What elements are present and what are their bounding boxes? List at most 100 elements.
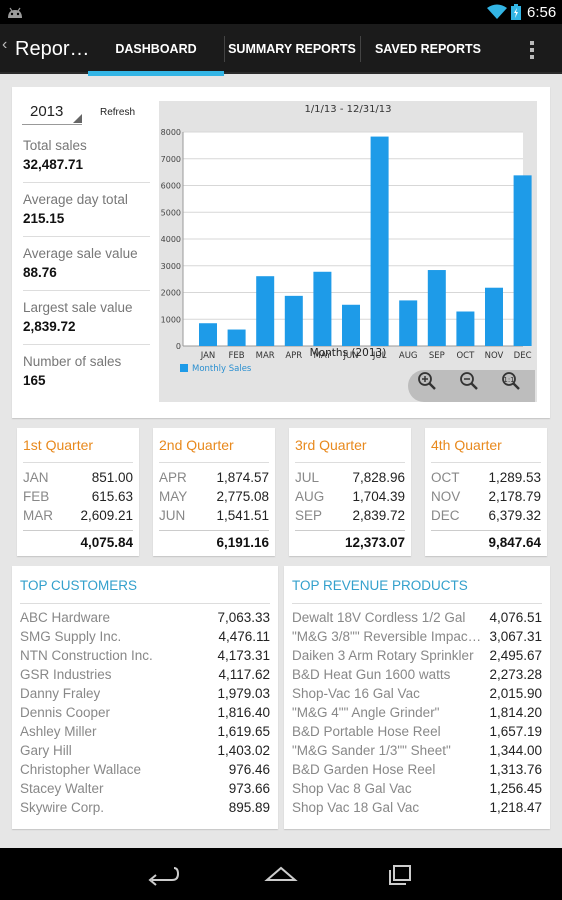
list-item[interactable]: Shop Vac 8 Gal Vac 1,256.45: [292, 781, 542, 800]
list-item[interactable]: B&D Portable Hose Reel 1,657.19: [292, 724, 542, 743]
item-value: 1,979.03: [217, 686, 270, 701]
divider: [159, 530, 269, 531]
item-value: 1,814.20: [489, 705, 542, 720]
divider: [23, 462, 133, 463]
list-item[interactable]: Danny Fraley 1,979.03: [20, 686, 270, 705]
divider: [159, 462, 269, 463]
top-customers-title: TOP CUSTOMERS: [20, 578, 138, 593]
refresh-button[interactable]: Refresh: [100, 107, 136, 118]
overflow-menu-icon[interactable]: [522, 38, 542, 62]
item-name: Gary Hill: [20, 743, 72, 758]
year-dropdown[interactable]: 2013: [22, 101, 82, 125]
stat-average-sale-value: Average sale value 88.76: [23, 237, 150, 291]
stat-value: 88.76: [23, 265, 57, 280]
stat-value: 2,839.72: [23, 319, 76, 334]
quarter-row: JUL 7,828.96: [295, 470, 405, 489]
month-value: 2,775.08: [216, 489, 269, 504]
stat-total-sales: Total sales 32,487.71: [23, 129, 150, 183]
list-item[interactable]: ABC Hardware 7,063.33: [20, 610, 270, 629]
list-item[interactable]: "M&G Sander 1/3"" Sheet" 1,344.00: [292, 743, 542, 762]
zoom-reset-icon[interactable]: 1:1: [500, 370, 522, 392]
item-name: Ashley Miller: [20, 724, 97, 739]
quarter-row: NOV 2,178.79: [431, 489, 541, 508]
quarter-row: JAN 851.00: [23, 470, 133, 489]
quarter-row: SEP 2,839.72: [295, 508, 405, 527]
quarter-row: JUN 1,541.51: [159, 508, 269, 527]
zoom-out-icon[interactable]: [458, 370, 480, 392]
item-value: 1,344.00: [489, 743, 542, 758]
list-item[interactable]: "M&G 3/8"" Reversible Impac… 3,067.31: [292, 629, 542, 648]
divider: [431, 530, 541, 531]
item-name: "M&G 3/8"" Reversible Impac…: [292, 629, 482, 644]
list-item[interactable]: Ashley Miller 1,619.65: [20, 724, 270, 743]
list-item[interactable]: Daiken 3 Arm Rotary Sprinkler 2,495.67: [292, 648, 542, 667]
quarter-total: 6,191.16: [216, 535, 269, 550]
item-value: 1,657.19: [489, 724, 542, 739]
stat-value: 165: [23, 373, 46, 388]
divider: [20, 603, 270, 604]
bar: [427, 270, 446, 346]
item-name: "M&G 4"" Angle Grinder": [292, 705, 440, 720]
tab-divider: [360, 36, 361, 62]
item-name: Danny Fraley: [20, 686, 101, 701]
quarter-total: 12,373.07: [344, 535, 405, 550]
list-item[interactable]: Dewalt 18V Cordless 1/2 Gal 4,076.51: [292, 610, 542, 629]
month-value: 2,839.72: [352, 508, 405, 523]
item-name: B&D Garden Hose Reel: [292, 762, 436, 777]
tab-summary-reports[interactable]: SUMMARY REPORTS: [228, 42, 356, 56]
bar: [199, 323, 217, 346]
y-tick-label: 4000: [161, 235, 181, 244]
item-name: Christopher Wallace: [20, 762, 142, 777]
list-item[interactable]: Shop-Vac 16 Gal Vac 2,015.90: [292, 686, 542, 705]
quarter-row: FEB 615.63: [23, 489, 133, 508]
month-label: JUN: [159, 508, 186, 523]
stat-average-day-total: Average day total 215.15: [23, 183, 150, 237]
quarter-total: 4,075.84: [80, 535, 133, 550]
wifi-icon: [487, 4, 507, 19]
monthly-sales-chart[interactable]: 0 1000 2000 3000 4000 5000 6000 7000 8000 JAN FEB M…: [159, 101, 537, 402]
list-item[interactable]: GSR Industries 4,117.62: [20, 667, 270, 686]
x-tick-label: FEB: [229, 351, 245, 361]
item-value: 7,063.33: [217, 610, 270, 625]
x-tick-label: JAN: [200, 351, 216, 361]
quarter-title: 1st Quarter: [23, 437, 94, 453]
legend-label: Monthly Sales: [192, 364, 252, 374]
quarter-row: DEC 6,379.32: [431, 508, 541, 527]
action-bar: ‹ Repor… DASHBOARD SUMMARY REPORTS SAVED…: [0, 24, 562, 76]
zoom-in-icon[interactable]: [416, 370, 438, 392]
list-item[interactable]: Dennis Cooper 1,816.40: [20, 705, 270, 724]
list-item[interactable]: Christopher Wallace 976.46: [20, 762, 270, 781]
y-tick-label: 0: [176, 342, 181, 351]
item-value: 1,619.65: [217, 724, 270, 739]
recent-apps-icon[interactable]: [382, 862, 418, 886]
list-item[interactable]: Stacey Walter 973.66: [20, 781, 270, 800]
app-title[interactable]: Repor…: [15, 38, 90, 60]
month-label: JAN: [23, 470, 49, 485]
list-item[interactable]: SMG Supply Inc. 4,476.11: [20, 629, 270, 648]
bar: [485, 287, 503, 346]
list-item[interactable]: NTN Construction Inc. 4,173.31: [20, 648, 270, 667]
y-tick-label: 2000: [161, 289, 181, 298]
month-label: JUL: [295, 470, 320, 485]
tab-saved-reports[interactable]: SAVED REPORTS: [374, 42, 482, 56]
quarter-title: 4th Quarter: [431, 437, 502, 453]
x-tick-label: AUG: [399, 351, 418, 361]
x-axis-label: Months (2013): [310, 347, 387, 359]
tab-dashboard[interactable]: DASHBOARD: [88, 24, 224, 76]
back-nav-icon[interactable]: [144, 862, 180, 886]
list-item[interactable]: B&D Garden Hose Reel 1,313.76: [292, 762, 542, 781]
quarter-card: 4th Quarter OCT 1,289.53 NOV 2,178.79 DE…: [425, 428, 547, 556]
item-name: NTN Construction Inc.: [20, 648, 153, 663]
item-value: 4,173.31: [217, 648, 270, 663]
stat-label: Average sale value: [23, 246, 138, 261]
y-tick-label: 8000: [161, 128, 181, 137]
home-nav-icon[interactable]: [263, 862, 299, 886]
list-item[interactable]: Shop Vac 18 Gal Vac 1,218.47: [292, 800, 542, 819]
list-item[interactable]: B&D Heat Gun 1600 watts 2,273.28: [292, 667, 542, 686]
list-item[interactable]: "M&G 4"" Angle Grinder" 1,814.20: [292, 705, 542, 724]
list-item[interactable]: Gary Hill 1,403.02: [20, 743, 270, 762]
back-icon[interactable]: ‹: [2, 36, 8, 53]
list-item[interactable]: Skywire Corp. 895.89: [20, 800, 270, 819]
divider: [23, 530, 133, 531]
tab-divider: [224, 36, 225, 62]
